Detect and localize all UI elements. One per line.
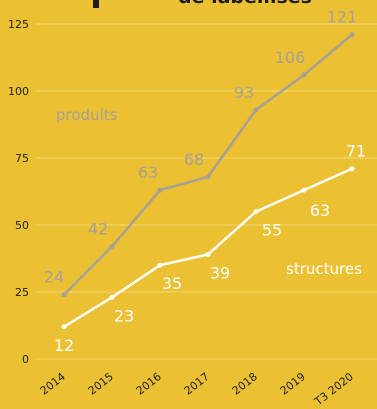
x-tick-label: 2018 <box>230 370 260 397</box>
data-label: 39 <box>210 263 230 282</box>
data-label: 121 <box>327 8 358 27</box>
grid-layer <box>36 23 377 360</box>
x-tick-label: T3 2020 <box>311 370 355 409</box>
x-tick-label: 2014 <box>38 370 68 397</box>
series-layer <box>61 32 355 330</box>
x-axis-ticks: 2014 2015 2016 2017 2018 2019 T3 2020 <box>38 370 356 409</box>
chart-title: de labellisés <box>178 0 312 8</box>
data-label: 42 <box>88 219 108 238</box>
x-tick-label: 2019 <box>278 370 308 397</box>
title-bar-mark <box>93 0 99 8</box>
y-tick-label: 100 <box>8 85 29 98</box>
data-label: 93 <box>234 83 254 102</box>
data-label: 23 <box>114 306 134 325</box>
data-label: 24 <box>44 268 64 287</box>
data-label-layer: 24 42 63 68 93 106 121 produits 12 23 35 39 55 63 71 st… <box>44 8 366 355</box>
data-point <box>61 292 67 298</box>
data-point <box>349 166 355 172</box>
data-label: 68 <box>184 150 204 169</box>
data-point <box>349 32 355 38</box>
series-line-structures <box>63 167 353 328</box>
data-point <box>301 187 307 193</box>
data-label: 63 <box>138 163 158 182</box>
data-point <box>157 187 163 193</box>
y-tick-label: 25 <box>15 286 29 299</box>
data-label: 35 <box>162 274 182 293</box>
y-axis-ticks: 0 25 50 75 100 125 <box>8 18 29 366</box>
data-point <box>109 243 115 249</box>
chart-title-group: de labellisés <box>93 0 312 8</box>
data-point <box>205 174 211 180</box>
data-label: 55 <box>262 221 282 240</box>
data-label: 71 <box>346 142 366 161</box>
x-tick-label: 2017 <box>182 370 212 397</box>
data-point <box>157 262 163 268</box>
y-tick-label: 50 <box>15 219 29 232</box>
series-name-label: produits <box>56 106 118 124</box>
data-point <box>61 324 67 330</box>
data-point <box>253 107 259 113</box>
y-tick-label: 0 <box>22 353 29 366</box>
data-point <box>205 251 211 257</box>
data-label: 12 <box>54 336 74 355</box>
data-point <box>253 209 259 215</box>
x-tick-label: 2016 <box>134 370 164 397</box>
y-tick-label: 75 <box>15 152 29 165</box>
x-tick-label: 2015 <box>86 370 116 397</box>
data-label: 63 <box>310 201 330 220</box>
y-tick-label: 125 <box>8 18 29 31</box>
series-name-label: structures <box>286 260 362 278</box>
data-point <box>109 294 115 300</box>
data-label: 106 <box>275 48 306 67</box>
data-point <box>301 72 307 78</box>
